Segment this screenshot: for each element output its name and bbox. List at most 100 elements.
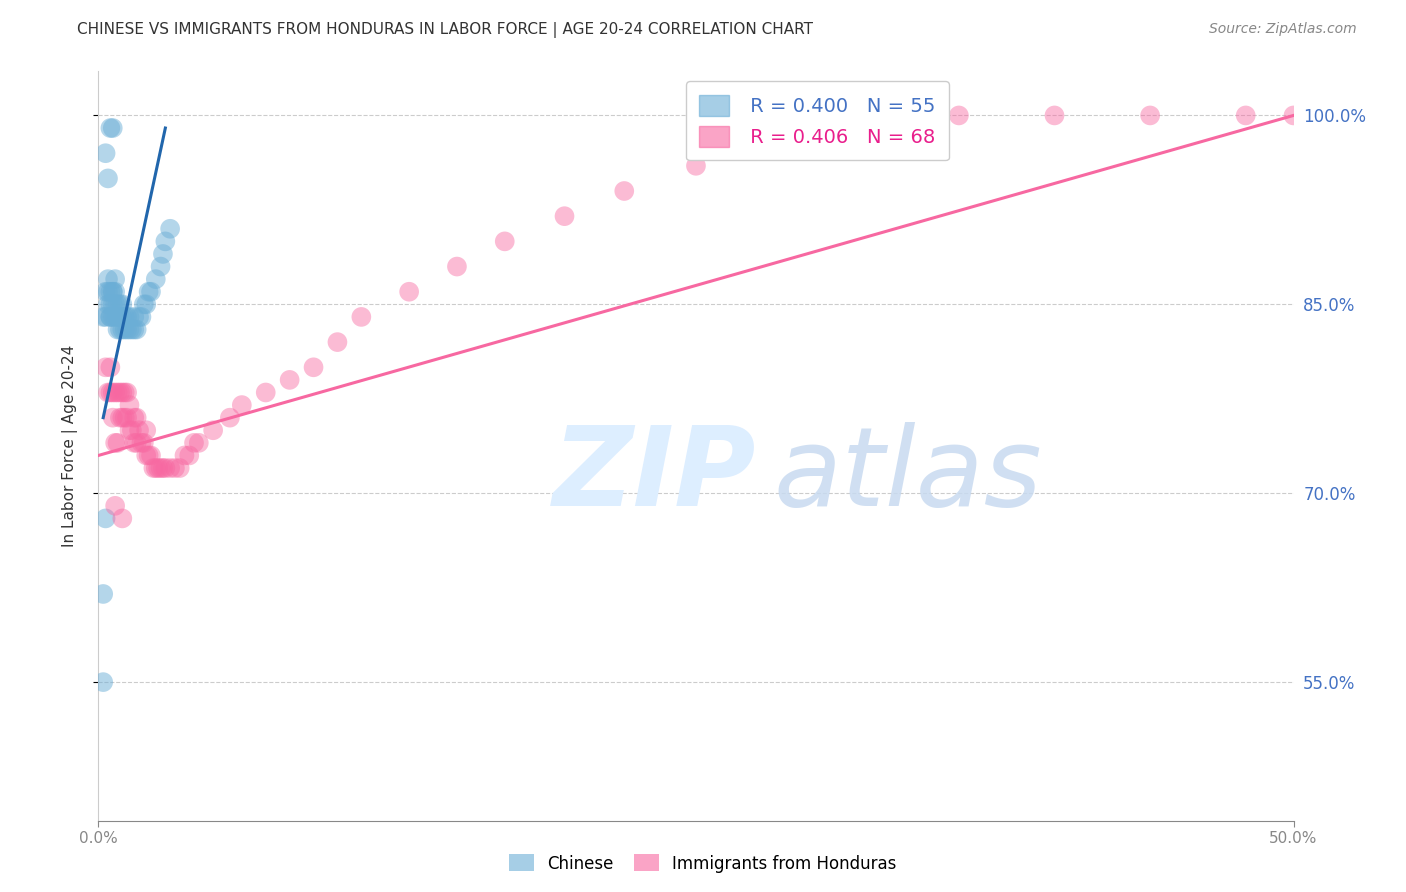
Point: [108, 385, 131, 400]
Point: [125, 410, 148, 425]
Point: [97, 272, 120, 286]
Point: [97, 385, 120, 400]
Point: [187, 435, 209, 450]
Point: [94, 511, 117, 525]
Point: [98, 297, 122, 311]
Point: [138, 285, 160, 299]
Point: [107, 297, 129, 311]
Legend: Chinese, Immigrants from Honduras: Chinese, Immigrants from Honduras: [502, 847, 904, 880]
Point: [111, 511, 134, 525]
Point: [202, 423, 225, 437]
Text: CHINESE VS IMMIGRANTS FROM HONDURAS IN LABOR FORCE | AGE 20-24 CORRELATION CHART: CHINESE VS IMMIGRANTS FROM HONDURAS IN L…: [77, 22, 813, 38]
Point: [149, 260, 172, 274]
Point: [114, 410, 136, 425]
Point: [115, 310, 138, 324]
Point: [131, 310, 153, 324]
Point: [155, 461, 177, 475]
Text: atlas: atlas: [773, 423, 1042, 530]
Point: [98, 310, 122, 324]
Point: [179, 449, 201, 463]
Point: [91, 587, 114, 601]
Point: [101, 310, 124, 324]
Point: [139, 285, 162, 299]
Point: [128, 423, 150, 437]
Point: [302, 360, 325, 375]
Point: [118, 322, 141, 336]
Point: [613, 184, 636, 198]
Point: [108, 410, 131, 425]
Point: [98, 285, 122, 299]
Point: [94, 360, 117, 375]
Point: [118, 310, 141, 324]
Point: [124, 322, 146, 336]
Legend:  R = 0.400   N = 55,  R = 0.406   N = 68: R = 0.400 N = 55, R = 0.406 N = 68: [686, 81, 949, 161]
Point: [132, 435, 155, 450]
Point: [98, 121, 122, 136]
Point: [152, 247, 174, 261]
Point: [111, 385, 134, 400]
Point: [107, 385, 129, 400]
Point: [101, 385, 124, 400]
Point: [101, 297, 124, 311]
Point: [104, 272, 127, 286]
Point: [115, 322, 138, 336]
Point: [91, 310, 114, 324]
Point: [852, 121, 875, 136]
Point: [118, 423, 141, 437]
Point: [149, 461, 172, 475]
Point: [98, 385, 122, 400]
Point: [104, 499, 127, 513]
Point: [326, 335, 349, 350]
Point: [132, 297, 155, 311]
Point: [121, 322, 143, 336]
Point: [135, 423, 157, 437]
Point: [104, 285, 127, 299]
Text: Source: ZipAtlas.com: Source: ZipAtlas.com: [1209, 22, 1357, 37]
Point: [107, 435, 129, 450]
Point: [756, 134, 779, 148]
Point: [124, 435, 146, 450]
Point: [115, 385, 138, 400]
Point: [121, 423, 143, 437]
Point: [254, 385, 277, 400]
Point: [124, 310, 146, 324]
Point: [948, 108, 970, 122]
Point: [135, 449, 157, 463]
Point: [125, 435, 148, 450]
Point: [91, 675, 114, 690]
Point: [138, 449, 160, 463]
Point: [94, 285, 117, 299]
Point: [101, 285, 124, 299]
Point: [163, 461, 186, 475]
Point: [173, 449, 195, 463]
Point: [114, 322, 136, 336]
Point: [155, 235, 177, 249]
Point: [159, 221, 181, 235]
Point: [101, 410, 124, 425]
Point: [114, 310, 136, 324]
Point: [1043, 108, 1066, 122]
Point: [231, 398, 253, 412]
Point: [111, 310, 134, 324]
Point: [94, 146, 117, 161]
Point: [398, 285, 420, 299]
Point: [94, 310, 117, 324]
Point: [114, 385, 136, 400]
Point: [97, 297, 120, 311]
Point: [97, 285, 120, 299]
Point: [101, 285, 124, 299]
Point: [685, 159, 707, 173]
Point: [1139, 108, 1161, 122]
Point: [125, 322, 148, 336]
Point: [1234, 108, 1257, 122]
Point: [107, 310, 129, 324]
Point: [278, 373, 301, 387]
Point: [152, 461, 174, 475]
Point: [554, 209, 576, 223]
Point: [128, 310, 150, 324]
Point: [111, 410, 134, 425]
Point: [350, 310, 373, 324]
Point: [145, 461, 167, 475]
Point: [148, 461, 170, 475]
Point: [169, 461, 191, 475]
